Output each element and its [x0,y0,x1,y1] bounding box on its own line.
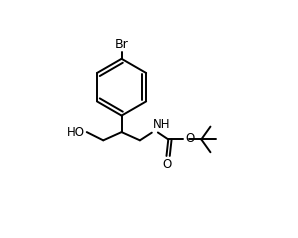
Text: HO: HO [67,126,85,139]
Text: Br: Br [115,39,128,51]
Text: NH: NH [153,118,170,131]
Text: O: O [163,158,172,171]
Text: O: O [186,132,195,145]
